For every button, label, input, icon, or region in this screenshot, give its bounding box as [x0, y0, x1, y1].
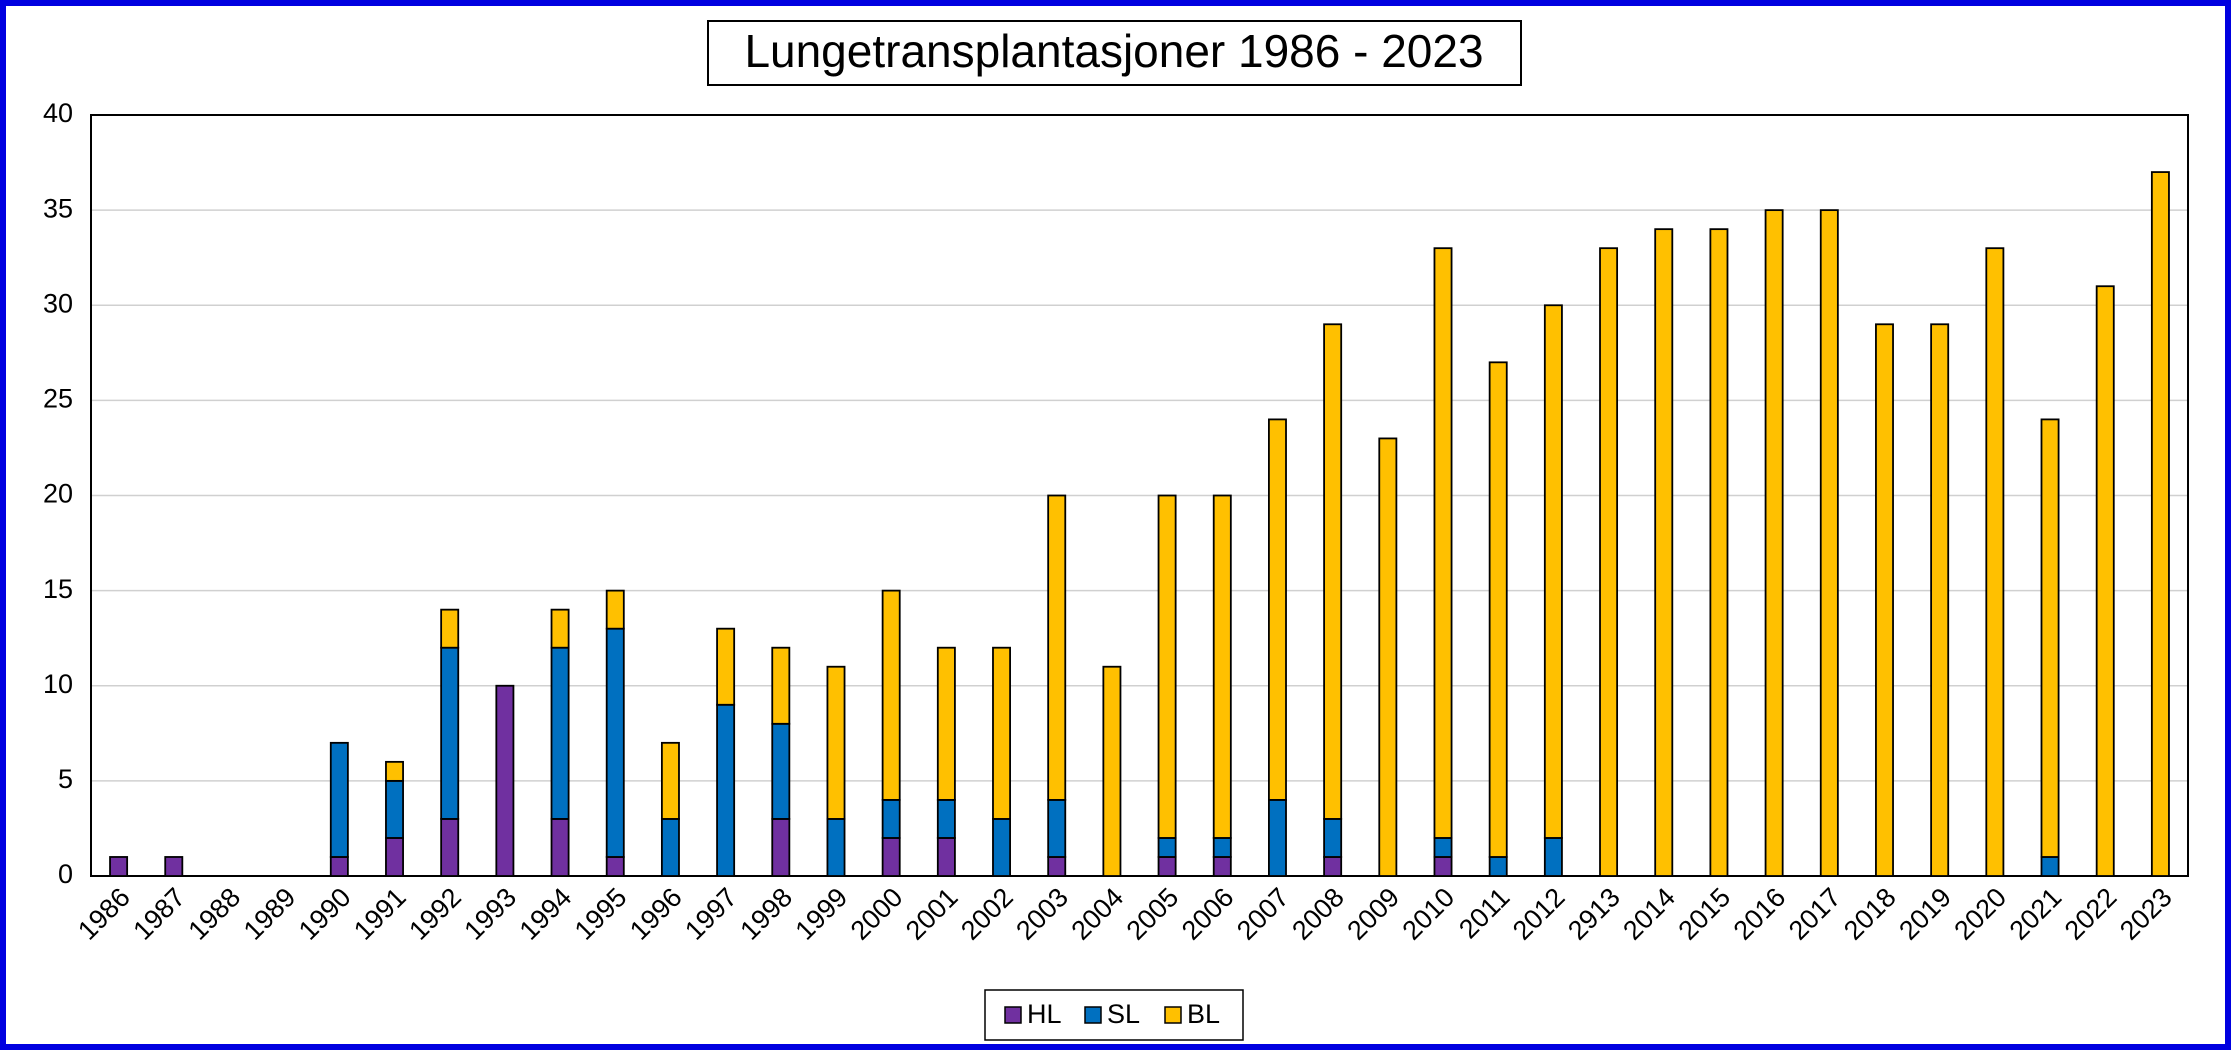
bar-segment [1157, 856, 1177, 877]
y-tick-label: 25 [43, 384, 73, 414]
bar-segment [716, 703, 736, 877]
bar-segment [1709, 228, 1729, 877]
bar-segment [1157, 494, 1177, 839]
bar-segment [1047, 799, 1067, 858]
bar-segment [2040, 856, 2060, 877]
bar-segment [771, 646, 791, 725]
title-box [707, 20, 1522, 86]
chart-title: Lungetransplantasjoner 1986 - 2023 [744, 25, 1483, 77]
y-tick-label: 10 [43, 669, 73, 699]
bar-segment [992, 818, 1011, 877]
bar-segment [1212, 856, 1232, 877]
bar-segment [936, 646, 956, 801]
bar-segment [495, 684, 515, 877]
bar-segment [1985, 247, 2005, 877]
y-tick-label: 30 [43, 288, 73, 318]
y-tick-label: 20 [43, 479, 73, 509]
legend-label: HL [1027, 999, 1062, 1029]
legend-label: BL [1187, 999, 1220, 1029]
bar-segment [1047, 494, 1067, 801]
bar-segment [1268, 418, 1287, 801]
bar-segment [771, 722, 791, 820]
bar-segment [1157, 837, 1177, 858]
bar-segment [1378, 437, 1398, 877]
plot-frame [90, 114, 2189, 877]
bar-segment [1433, 856, 1453, 877]
bar-segment [605, 589, 625, 630]
bar-segment [1212, 494, 1232, 839]
bar-segment [771, 818, 791, 877]
bar-segment [550, 646, 570, 820]
bar-segment [164, 856, 184, 877]
bar-segment [385, 837, 404, 877]
bar-segment [992, 646, 1011, 820]
bar-segment [2095, 285, 2115, 877]
y-tick-label: 40 [43, 98, 73, 128]
bar-segment [1433, 247, 1453, 839]
bar-segment [936, 799, 956, 839]
bar-segment [440, 646, 460, 820]
bar-segment [1819, 209, 1839, 877]
bar-segment [1212, 837, 1232, 858]
bar-segment [936, 837, 956, 877]
bar-segment [385, 779, 404, 839]
bar-segment [881, 589, 901, 801]
bar-segment [826, 818, 846, 877]
bar-segment [1323, 818, 1343, 858]
bar-segment [1875, 323, 1894, 877]
bar-segment [716, 627, 736, 706]
bar-segment [605, 627, 625, 858]
bar-segment [1047, 856, 1067, 877]
bar-segment [1930, 323, 1950, 877]
bar-segment [1102, 665, 1122, 877]
bar-segment [660, 741, 680, 820]
bar-segment [1543, 837, 1563, 877]
bar-segment [1433, 837, 1453, 858]
bar-segment [660, 818, 680, 877]
bar-segment [881, 837, 901, 877]
bar-segment [1543, 304, 1563, 839]
bar-segment [329, 856, 349, 877]
bar-segment [1488, 856, 1508, 877]
bar-segment [1764, 209, 1784, 877]
bar-segment [440, 608, 460, 649]
legend-swatch [1004, 1006, 1022, 1024]
bar-segment [881, 799, 901, 839]
legend-swatch [1164, 1006, 1182, 1024]
bar-segment [109, 856, 129, 877]
bar-segment [1599, 247, 1619, 877]
y-tick-label: 35 [43, 193, 73, 223]
legend-label: SL [1107, 999, 1140, 1029]
bar-segment [1323, 323, 1343, 820]
bar-segment [550, 818, 570, 877]
bar-segment [2040, 418, 2060, 858]
bar-segment [1654, 228, 1674, 877]
y-tick-label: 15 [43, 574, 73, 604]
bar-segment [1323, 856, 1343, 877]
bar-segment [2150, 171, 2170, 877]
legend-swatch [1084, 1006, 1102, 1024]
bar-segment [550, 608, 570, 649]
bar-segment [1488, 361, 1508, 858]
bar-segment [329, 741, 349, 858]
bar-segment [1268, 799, 1287, 877]
y-tick-label: 5 [58, 764, 73, 794]
y-tick-label: 0 [58, 859, 73, 889]
bar-segment [826, 665, 846, 820]
bar-segment [385, 760, 404, 782]
bar-segment [440, 818, 460, 877]
legend-box [984, 989, 1244, 1041]
bar-segment [605, 856, 625, 877]
